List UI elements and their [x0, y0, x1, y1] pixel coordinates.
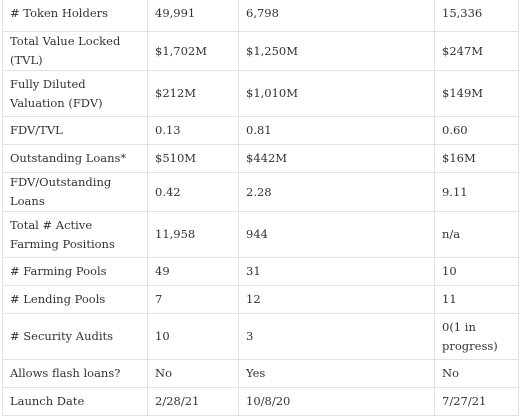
cell-col-1: 2/28/21	[147, 387, 239, 416]
cell-col-3: n/a	[434, 211, 519, 258]
row-label: # Token Holders	[2, 0, 148, 32]
cell-col-1: 7	[147, 285, 239, 314]
cell-col-2: 2.28	[238, 172, 435, 212]
table-row-token-holders: # Token Holders 49,991 6,798 15,336	[2, 0, 519, 32]
cell-col-1: 0.13	[147, 116, 239, 145]
cell-col-2: 10/8/20	[238, 387, 435, 416]
cell-col-1: $212M	[147, 70, 239, 117]
cell-col-3: 10	[434, 257, 519, 286]
table-row-outstanding-loans: Outstanding Loans* $510M $442M $16M	[2, 144, 519, 173]
cell-col-1: $510M	[147, 144, 239, 173]
table-row-launch-date: Launch Date 2/28/21 10/8/20 7/27/21	[2, 387, 519, 416]
table-row-active-farming-positions: Total # Active Farming Positions 11,958 …	[2, 211, 519, 258]
table-row-fdv: Fully Diluted Valuation (FDV) $212M $1,0…	[2, 70, 519, 117]
row-label: # Farming Pools	[2, 257, 148, 286]
cell-col-3: 7/27/21	[434, 387, 519, 416]
row-label: # Security Audits	[2, 313, 148, 360]
cell-col-2: 12	[238, 285, 435, 314]
table-row-lending-pools: # Lending Pools 7 12 11	[2, 285, 519, 314]
cell-col-3: 0(1 in progress)	[434, 313, 519, 360]
cell-col-1: 49,991	[147, 0, 239, 32]
row-label: FDV/TVL	[2, 116, 148, 145]
cell-col-2: $1,250M	[238, 31, 435, 71]
cell-col-2: Yes	[238, 359, 435, 388]
cell-col-1: 49	[147, 257, 239, 286]
cell-col-2: $442M	[238, 144, 435, 173]
cell-col-2: 6,798	[238, 0, 435, 32]
cell-col-2: 31	[238, 257, 435, 286]
table-row-fdv-outstanding-loans: FDV/Outstanding Loans 0.42 2.28 9.11	[2, 172, 519, 212]
cell-col-2: $1,010M	[238, 70, 435, 117]
cell-col-3: 11	[434, 285, 519, 314]
cell-col-1: $1,702M	[147, 31, 239, 71]
table-row-farming-pools: # Farming Pools 49 31 10	[2, 257, 519, 286]
row-label: Total # Active Farming Positions	[2, 211, 148, 258]
row-label: Fully Diluted Valuation (FDV)	[2, 70, 148, 117]
cell-col-3: No	[434, 359, 519, 388]
table-row-tvl: Total Value Locked (TVL) $1,702M $1,250M…	[2, 31, 519, 71]
table-row-flash-loans: Allows flash loans? No Yes No	[2, 359, 519, 388]
cell-col-1: 10	[147, 313, 239, 360]
row-label: Outstanding Loans*	[2, 144, 148, 173]
cell-col-3: 15,336	[434, 0, 519, 32]
row-label: Launch Date	[2, 387, 148, 416]
cell-col-3: 0.60	[434, 116, 519, 145]
row-label: Allows flash loans?	[2, 359, 148, 388]
table-row-security-audits: # Security Audits 10 3 0(1 in progress)	[2, 313, 519, 360]
row-label: Total Value Locked (TVL)	[2, 31, 148, 71]
cell-col-1: 11,958	[147, 211, 239, 258]
row-label: # Lending Pools	[2, 285, 148, 314]
cell-col-2: 944	[238, 211, 435, 258]
cell-col-3: $247M	[434, 31, 519, 71]
table-row-fdv-tvl: FDV/TVL 0.13 0.81 0.60	[2, 116, 519, 145]
cell-col-2: 0.81	[238, 116, 435, 145]
cell-col-1: 0.42	[147, 172, 239, 212]
cell-col-3: 9.11	[434, 172, 519, 212]
cell-col-2: 3	[238, 313, 435, 360]
row-label: FDV/Outstanding Loans	[2, 172, 148, 212]
cell-col-3: $16M	[434, 144, 519, 173]
cell-col-3: $149M	[434, 70, 519, 117]
cell-col-1: No	[147, 359, 239, 388]
